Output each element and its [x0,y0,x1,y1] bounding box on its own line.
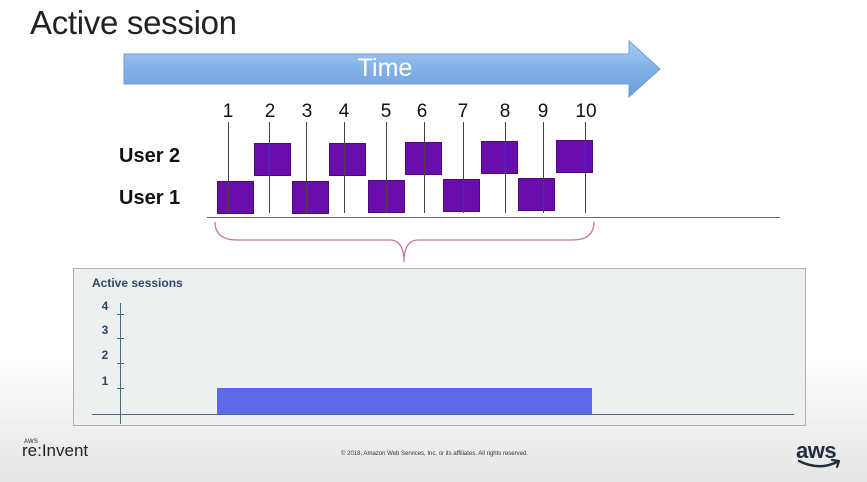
session-user1-4 [443,179,480,212]
session-user1-1 [217,181,254,214]
tick-line-2 [269,122,270,213]
tick-line-7 [463,122,464,213]
time-label: Time [357,54,413,82]
x-axis [92,414,794,415]
y-tick-label-4: 4 [101,299,109,313]
tick-line-3 [306,122,307,213]
tick-line-4 [344,122,345,213]
session-user1-5 [518,178,555,211]
y-tick-4 [117,314,124,315]
session-user2-4 [481,141,518,174]
session-user2-3 [405,142,442,175]
aws-logo-text: aws [796,438,837,463]
tick-label-8: 8 [499,101,511,122]
tick-label-9: 9 [537,101,549,122]
y-tick-label-2: 2 [101,348,109,362]
session-user2-1 [254,143,291,176]
reinvent-aws-small: AWS [24,439,39,445]
y-tick-2 [117,363,124,364]
tick-line-8 [505,122,506,213]
reinvent-logo: AWS re:Invent [22,438,88,461]
timeline-baseline [207,217,780,218]
aws-logo: aws [796,438,844,472]
time-arrow-icon [123,40,661,98]
tick-label-4: 4 [338,101,350,122]
tick-label-7: 7 [457,101,469,122]
y-tick-1 [117,388,124,389]
tick-label-10: 10 [575,101,597,122]
chart-title: Active sessions [92,276,183,290]
tick-line-9 [543,122,544,213]
active-sessions-bar [217,388,592,414]
tick-line-5 [386,122,387,213]
session-user2-5 [556,140,593,173]
curly-brace-icon [214,221,595,263]
tick-label-3: 3 [301,101,313,122]
tick-label-5: 5 [380,101,392,122]
aws-smile-icon [797,458,841,469]
y-tick-label-1: 1 [101,374,109,388]
y-tick-3 [117,338,124,339]
copyright-text: © 2018, Amazon Web Services, Inc. or its… [341,451,528,457]
user-1-label: User 1 [119,187,181,209]
tick-label-6: 6 [416,101,428,122]
y-tick-label-3: 3 [101,323,109,337]
session-user1-2 [292,181,329,214]
tick-label-2: 2 [264,101,276,122]
tick-line-10 [585,122,586,213]
tick-line-6 [424,122,425,213]
user-2-label: User 2 [119,145,181,167]
reinvent-brand: re:Invent [22,441,89,460]
tick-line-1 [228,122,229,213]
tick-label-1: 1 [222,101,234,122]
session-user2-2 [329,143,366,176]
slide-title: Active session [30,4,237,41]
